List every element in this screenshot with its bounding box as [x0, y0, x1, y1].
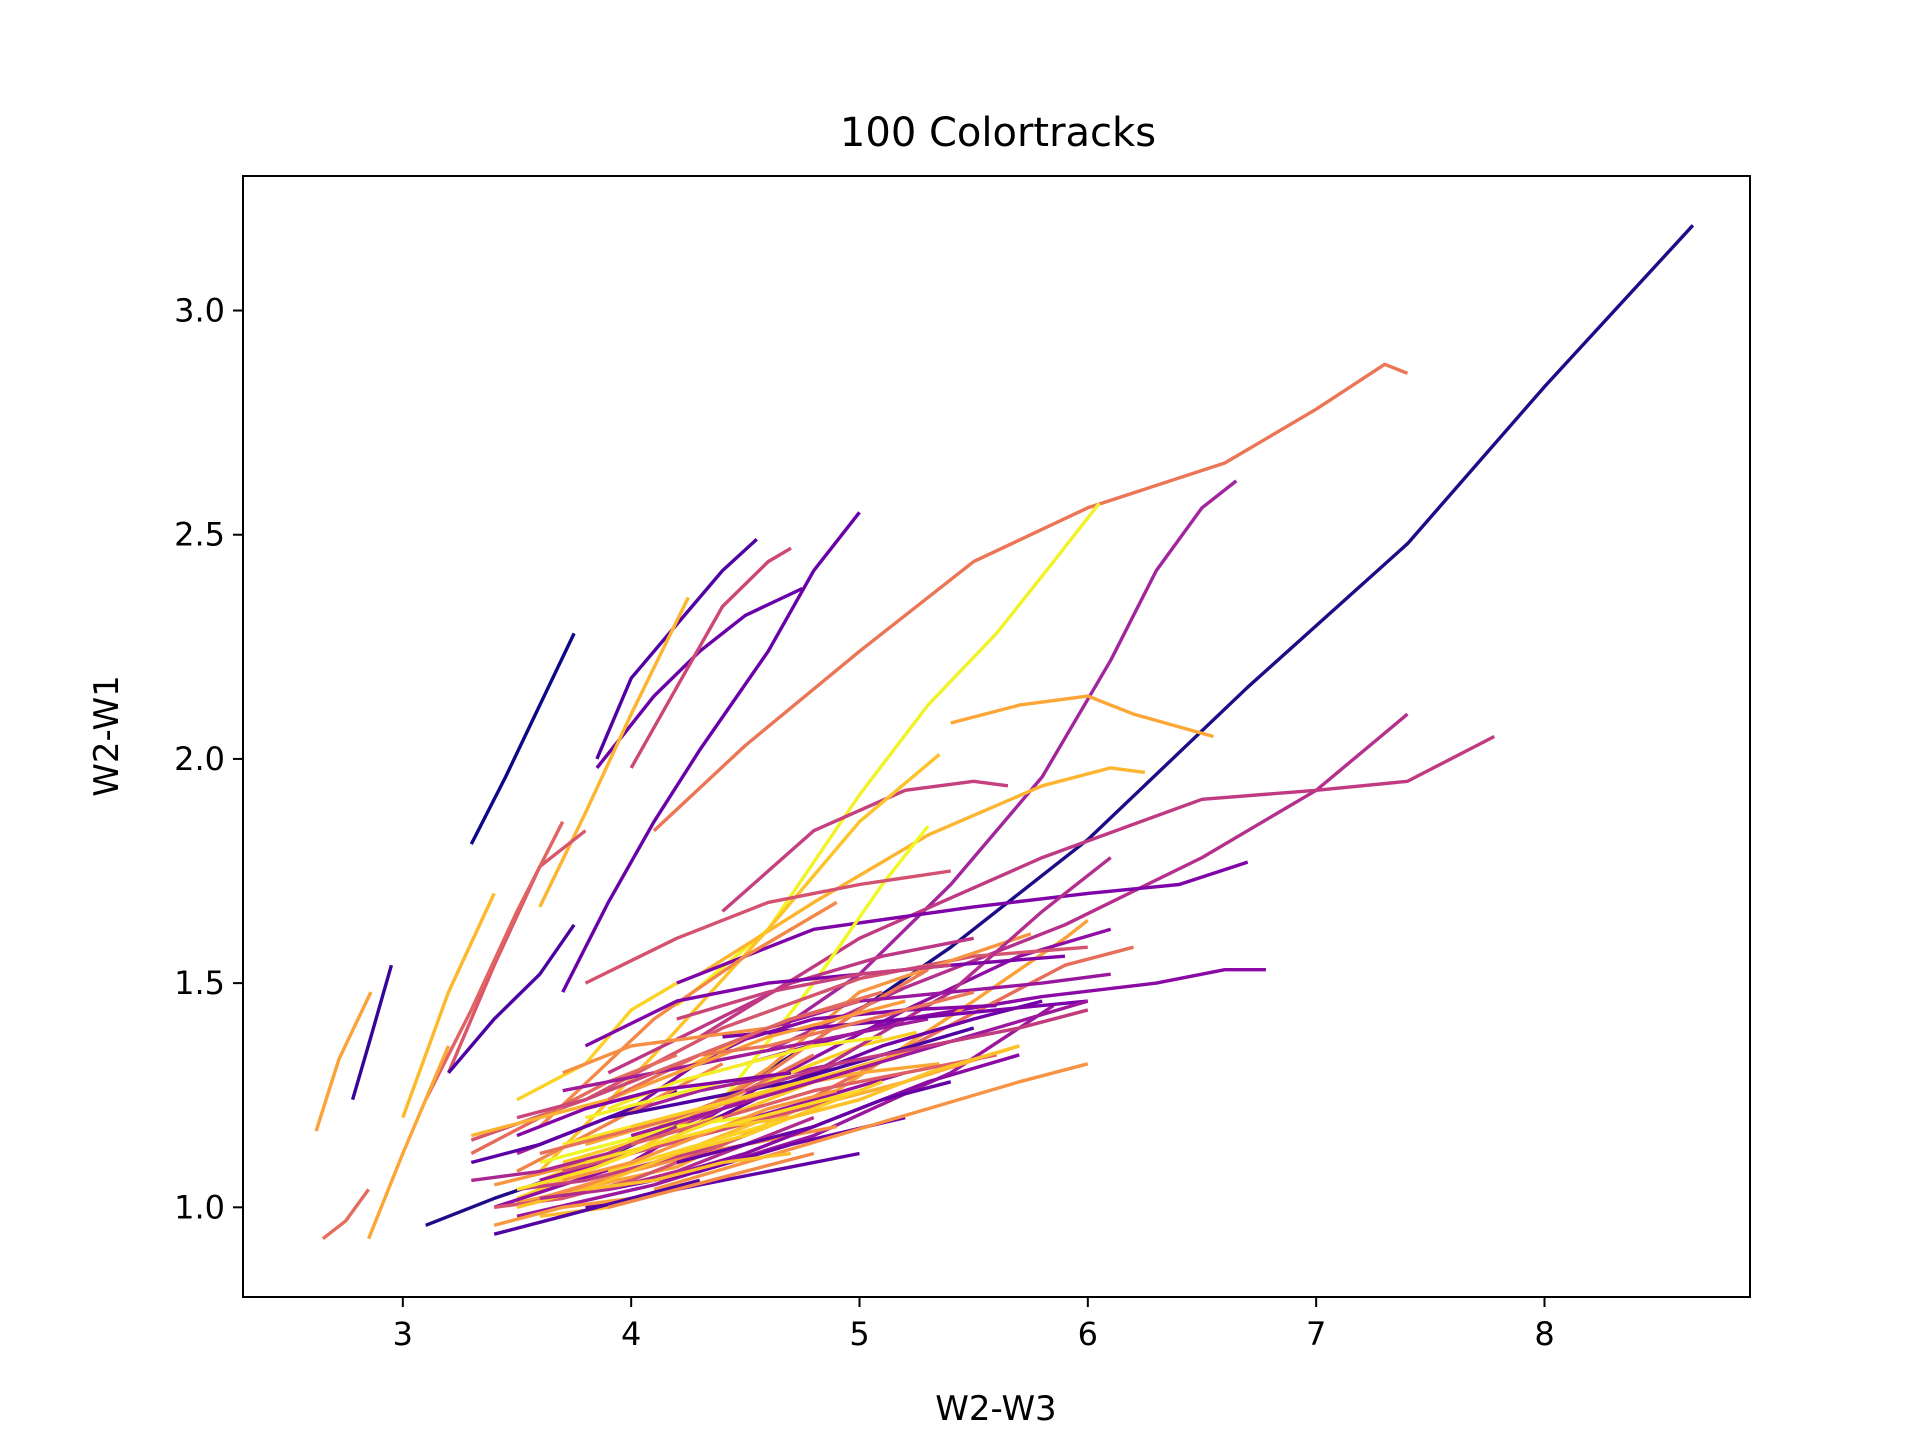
x-tick-label: 4	[621, 1315, 641, 1353]
colortrack-line-95	[744, 1008, 1089, 1093]
x-axis-ticks: 3 4 5 6 7 8	[393, 1297, 1555, 1353]
colortrack-line-8	[629, 546, 792, 769]
chart-title: 100 Colortracks	[840, 110, 1156, 156]
colortrack-line-83	[539, 1116, 815, 1201]
colortrack-line-34	[447, 923, 576, 1074]
colortrack-line-72	[676, 963, 951, 1021]
colortrack-line-50	[516, 1142, 723, 1192]
colortrack-line-14	[698, 734, 1496, 1039]
colortrack-line-71	[653, 1062, 1089, 1192]
colortrack-line-92	[516, 1071, 792, 1138]
colortrack-line-23	[367, 1045, 451, 1240]
x-tick-label: 5	[849, 1315, 869, 1353]
colortrack-line-12	[698, 766, 1146, 976]
x-tick-label: 7	[1306, 1315, 1326, 1353]
y-tick-label: 1.5	[174, 964, 225, 1002]
colortrack-line-37	[538, 900, 838, 1128]
x-tick-label: 8	[1534, 1315, 1554, 1353]
colortrack-line-24	[321, 1188, 370, 1241]
colortrack-line-94	[722, 1044, 1020, 1129]
colortrack-line-40	[584, 869, 952, 985]
colortrack-line-53	[516, 1062, 724, 1173]
colortrack-line-29	[516, 1004, 1055, 1218]
colortrack-line-68	[630, 1053, 997, 1147]
colortrack-line-97	[676, 1080, 952, 1165]
colortrack-line-90	[607, 1151, 815, 1209]
colortrack-line-17	[721, 779, 1009, 913]
colortrack-line-69	[562, 1017, 929, 1093]
colortrack-line-18	[446, 829, 587, 1074]
y-axis-label: W2-W1	[87, 675, 127, 796]
colortrack-line-93	[699, 990, 975, 1057]
y-tick-label: 2.5	[174, 516, 225, 554]
tracks-group	[314, 224, 1695, 1241]
colortrack-line-19	[424, 820, 565, 1101]
colortrack-line-9	[469, 632, 576, 845]
colortrack-line-16	[676, 860, 1249, 985]
x-tick-label: 3	[393, 1315, 413, 1353]
y-tick-label: 1.0	[174, 1188, 225, 1226]
colortrack-line-5	[561, 511, 861, 993]
colortrack-line-63	[562, 1026, 769, 1075]
colortrack-line-66	[607, 1026, 975, 1120]
colortrack-line-38	[516, 981, 678, 1102]
colortrack-line-89	[630, 999, 1089, 1138]
colortrack-line-11	[950, 694, 1214, 739]
colortrack-line-21	[350, 964, 394, 1101]
colortrack-line-22	[401, 892, 496, 1119]
x-tick-label: 6	[1078, 1315, 1098, 1353]
colortrack-line-2	[652, 362, 1409, 832]
colortrack-line-85	[493, 1178, 701, 1236]
colortrack-line-96	[562, 1089, 838, 1183]
colortrack-line-20	[314, 991, 373, 1132]
colortrack-line-6	[595, 586, 804, 769]
colortrack-line-82	[653, 999, 860, 1075]
colortrack-line-62	[584, 954, 1066, 1048]
colortrack-line-86	[630, 999, 906, 1093]
colortrack-line-80	[722, 999, 1088, 1039]
colortrack-line-54	[607, 936, 975, 1075]
y-tick-label: 2.0	[174, 740, 225, 778]
colortrack-line-28	[538, 753, 941, 1173]
colortrack-line-4	[675, 502, 1101, 1007]
x-axis-label: W2-W3	[935, 1389, 1056, 1429]
plot-frame	[242, 175, 1751, 1298]
y-axis-ticks: 1.0 1.5 2.0 2.5 3.0	[174, 292, 243, 1226]
colortrack-line-45	[470, 1053, 678, 1156]
colortrack-line-98	[585, 1089, 860, 1165]
colortrack-line-75	[539, 1053, 815, 1156]
colortrack-line-1	[425, 224, 1695, 1227]
colortrack-line-84	[585, 1151, 792, 1192]
colortrack-line-10	[538, 596, 690, 908]
colortrack-line-15	[744, 968, 1266, 1066]
y-tick-label: 3.0	[174, 292, 225, 330]
colortrack-line-7	[595, 537, 758, 760]
colortrack-line-88	[516, 1116, 724, 1192]
